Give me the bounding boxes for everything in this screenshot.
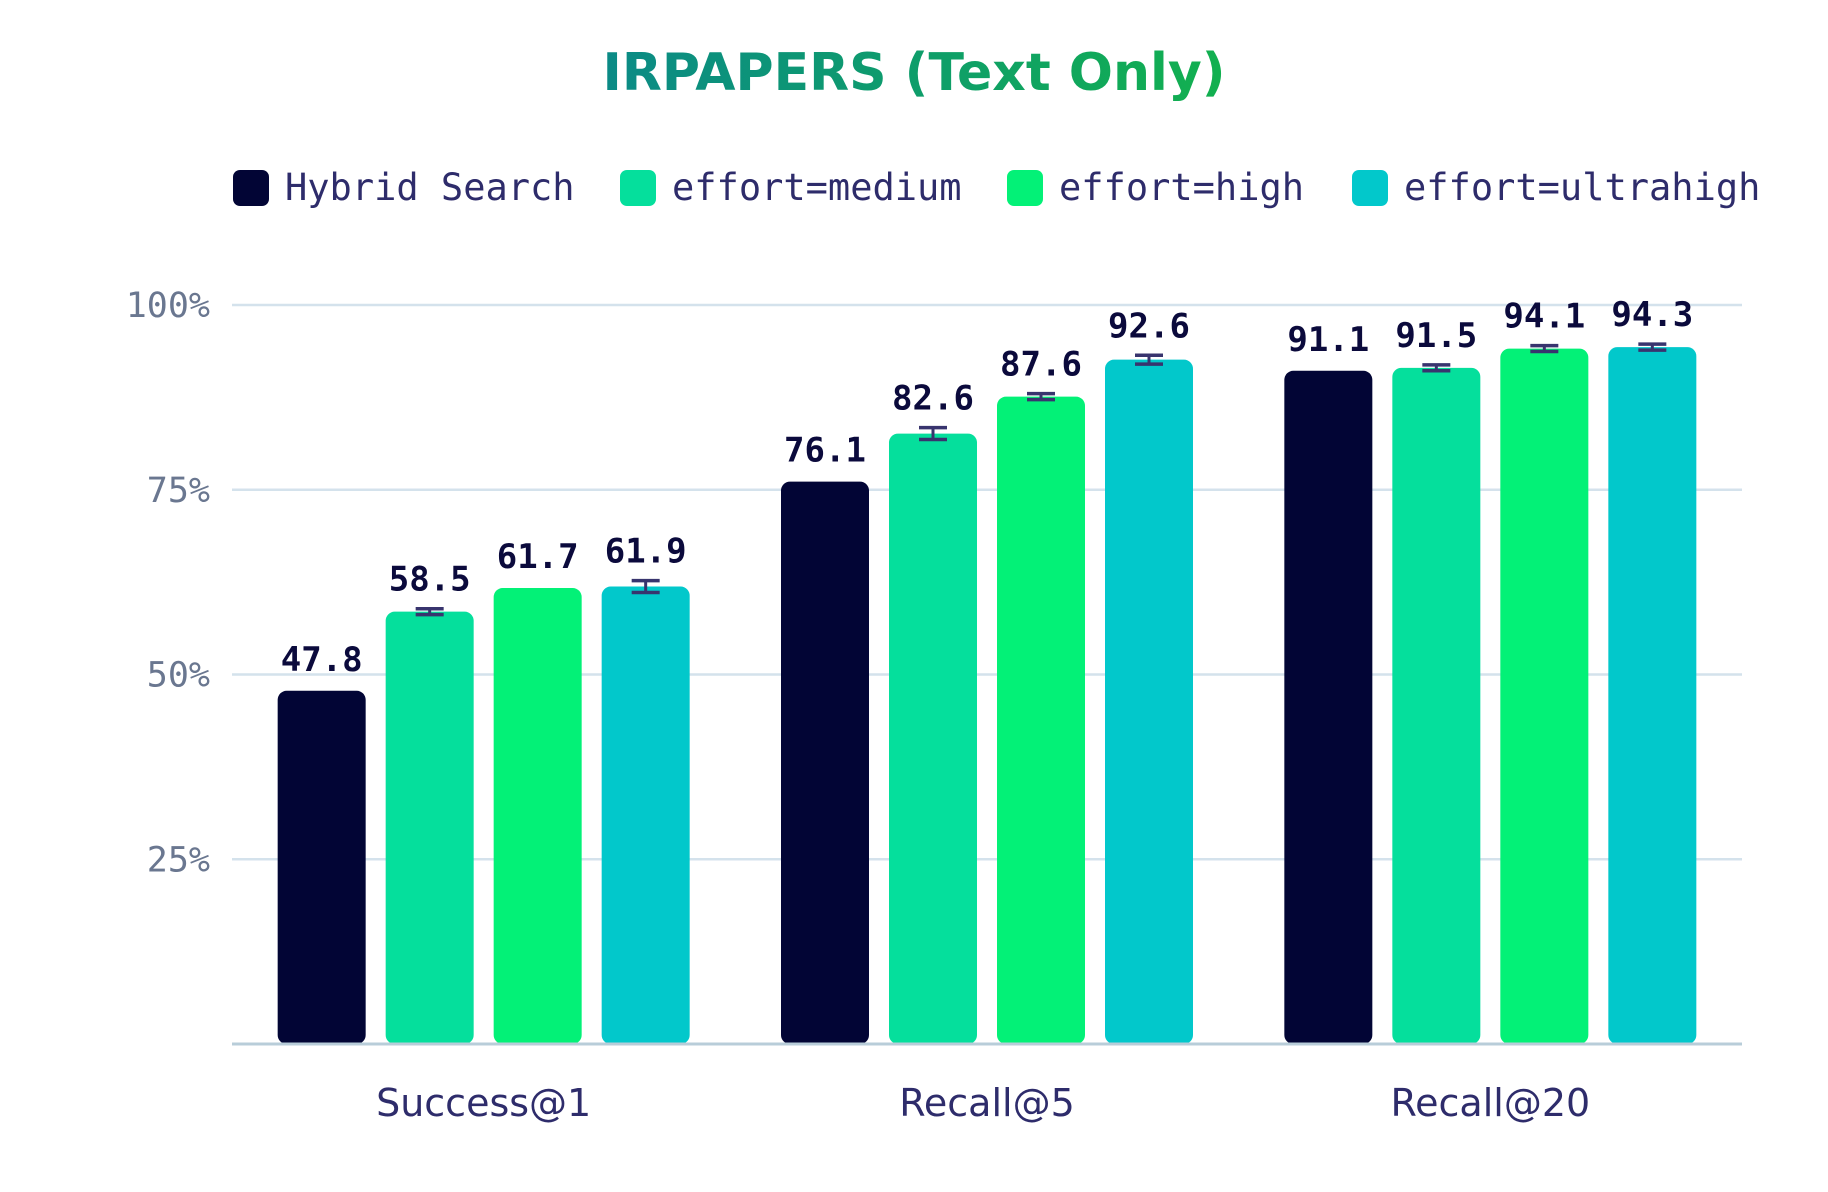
bars: 47.8 58.5 61.7 61.9 76.1 82.6 87.6 92.6 91.1 91.5… (277, 295, 1697, 1045)
bar (1608, 347, 1697, 1044)
legend-item: Hybrid Search (233, 166, 575, 209)
error-bar (1027, 391, 1055, 402)
bar-value-label: 58.5 (389, 560, 471, 600)
bar-value-label: 91.1 (1287, 320, 1369, 360)
x-tick-label: Recall@20 (1390, 1081, 1590, 1125)
y-axis: 25% 50% 75% 100% (126, 286, 210, 880)
bar (1500, 348, 1589, 1044)
bar-value-label: 61.9 (605, 532, 687, 572)
bar-value-label: 61.7 (497, 537, 579, 577)
error-bar (1422, 363, 1451, 373)
error-bar (415, 606, 444, 617)
bar (1392, 367, 1481, 1044)
bar-value-label: 76.1 (784, 431, 866, 471)
chart-title: IRPAPERS (Text Only) (602, 43, 1225, 103)
bar (1105, 359, 1193, 1044)
bar-value-label: 87.6 (1000, 345, 1082, 385)
bar-value-label: 92.6 (1108, 306, 1190, 346)
bar (997, 396, 1085, 1044)
legend-item: effort=medium (620, 166, 962, 209)
bar (781, 481, 869, 1045)
x-tick-label: Recall@5 (899, 1081, 1075, 1125)
y-tick-label: 75% (147, 471, 210, 511)
y-tick-label: 50% (147, 656, 210, 696)
error-bar (1530, 343, 1559, 354)
bar-value-label: 82.6 (892, 379, 974, 419)
y-tick-label: 25% (147, 840, 210, 880)
x-tick-label: Success@1 (376, 1081, 591, 1125)
legend-swatch (1007, 170, 1043, 206)
bar-value-label: 47.8 (281, 640, 363, 680)
bar-value-label: 94.3 (1611, 295, 1693, 335)
legend-item: effort=ultrahigh (1352, 166, 1760, 209)
grid (232, 303, 1742, 861)
bar (385, 611, 474, 1044)
bar-value-label: 91.5 (1395, 316, 1477, 356)
bar (493, 588, 582, 1044)
bar (277, 690, 366, 1044)
legend-swatch (620, 170, 656, 206)
legend-swatch (233, 170, 269, 206)
error-bar (1638, 342, 1667, 352)
legend-swatch (1352, 170, 1388, 206)
bar (1284, 370, 1373, 1044)
error-bar (919, 425, 947, 442)
x-axis: Success@1 Recall@5 Recall@20 (232, 1042, 1742, 1125)
legend: Hybrid Search effort=medium effort=high eff… (233, 166, 1760, 209)
legend-item: effort=high (1007, 166, 1304, 209)
bar (601, 586, 690, 1044)
legend-label: effort=medium (672, 166, 962, 209)
error-bar (1135, 353, 1163, 366)
legend-label: effort=high (1059, 166, 1304, 209)
bar (889, 433, 977, 1044)
error-bar (631, 578, 660, 595)
bar-value-label: 94.1 (1503, 297, 1585, 337)
legend-label: effort=ultrahigh (1404, 166, 1760, 209)
legend-label: Hybrid Search (285, 166, 575, 209)
y-tick-label: 100% (126, 286, 210, 326)
